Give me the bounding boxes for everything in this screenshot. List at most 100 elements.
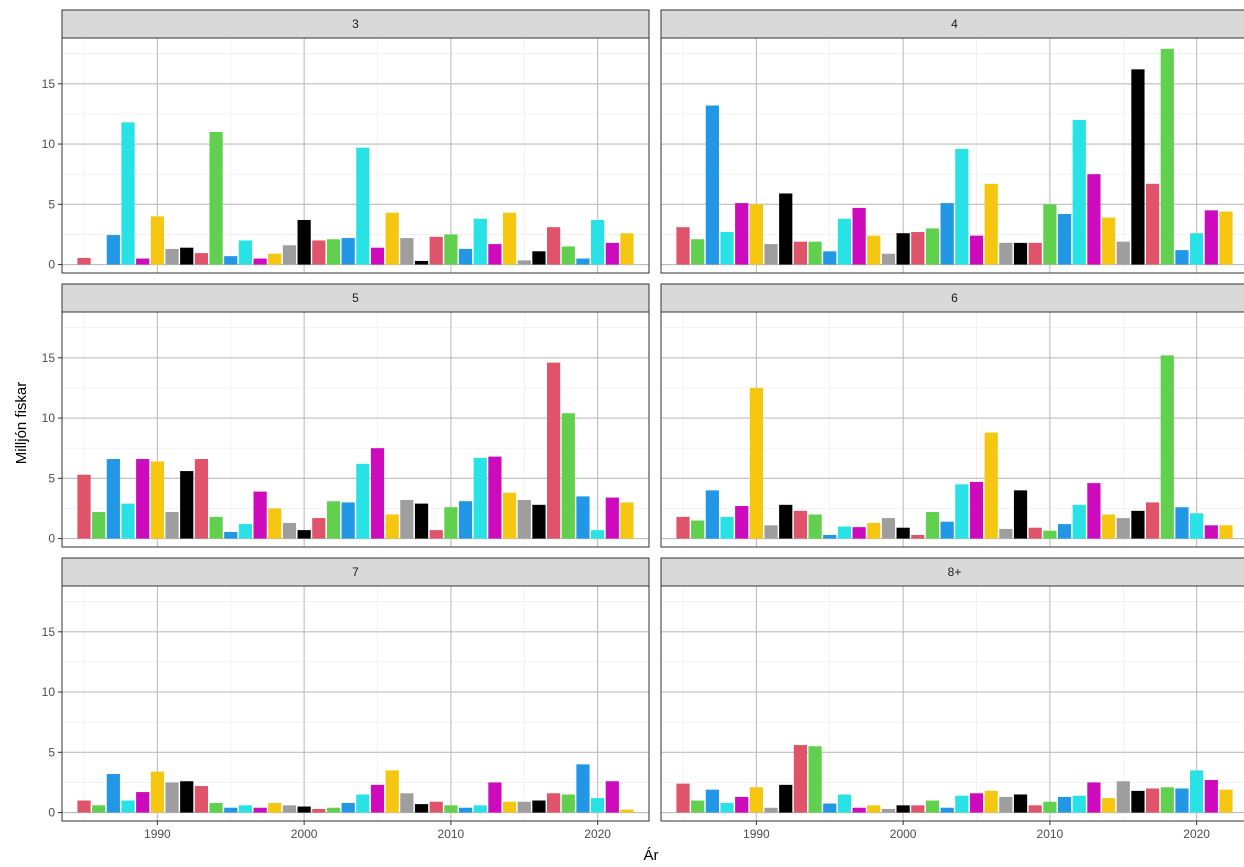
bar <box>136 258 150 265</box>
bar <box>1072 119 1086 265</box>
bar <box>561 413 575 539</box>
bar <box>984 790 998 813</box>
facet-panel-7: 7 0 5 10 15 1990 2000 2010 2020 <box>42 557 650 841</box>
bar <box>764 244 778 265</box>
bar <box>691 520 705 539</box>
bar <box>312 808 326 813</box>
bar <box>620 809 634 813</box>
bar <box>1204 780 1218 813</box>
bar <box>925 512 940 539</box>
y-tick-label: 10 <box>42 411 56 425</box>
facet-label: 4 <box>951 17 958 31</box>
bar <box>414 260 429 265</box>
bar <box>444 805 458 813</box>
bar <box>808 241 822 265</box>
bar <box>1146 788 1160 813</box>
bar <box>77 800 91 813</box>
bar <box>561 246 575 265</box>
bar <box>720 802 734 813</box>
bar <box>764 807 778 813</box>
bar <box>356 794 370 813</box>
y-tick-label: 5 <box>48 745 55 759</box>
bar <box>1219 525 1233 539</box>
bar <box>180 247 194 265</box>
bar <box>224 807 238 813</box>
bar <box>1175 507 1189 539</box>
bar <box>1013 242 1028 265</box>
facet-panel-4: 4 <box>660 9 1244 274</box>
x-tick-label: 2010 <box>438 827 465 841</box>
facet-label: 5 <box>352 291 359 305</box>
bar <box>1175 788 1189 813</box>
bar <box>209 802 223 813</box>
bar <box>576 496 590 539</box>
bar <box>1013 490 1028 539</box>
facet-panel-8+: 8+ 1990 2000 2010 2020 <box>660 557 1244 841</box>
bar <box>106 459 120 539</box>
bar <box>165 782 179 813</box>
x-tick-label: 1990 <box>144 827 171 841</box>
facet-panel-5: 5 0 5 10 15 <box>42 283 650 548</box>
bar <box>532 504 546 539</box>
x-tick-label: 1990 <box>743 827 770 841</box>
bar <box>823 534 837 539</box>
bar <box>984 432 998 539</box>
bar <box>823 803 837 813</box>
facet-panel-3: 3 0 5 10 15 <box>42 9 650 274</box>
bar <box>881 808 896 813</box>
facet-label: 7 <box>352 565 359 579</box>
bar <box>341 238 355 265</box>
bar <box>517 801 531 813</box>
bar <box>867 235 881 265</box>
bar <box>1057 213 1072 265</box>
bar <box>1131 510 1145 539</box>
bar <box>705 789 719 813</box>
bar <box>896 233 910 265</box>
bar <box>705 490 719 539</box>
bar <box>429 530 443 539</box>
bar <box>911 232 925 265</box>
bar <box>925 800 940 813</box>
bar <box>268 253 282 265</box>
bar <box>385 514 399 539</box>
bar <box>1057 796 1072 813</box>
y-tick-label: 0 <box>48 532 55 546</box>
bar <box>370 448 385 539</box>
facet-label: 3 <box>352 17 359 31</box>
bar <box>356 147 370 265</box>
bar <box>1219 211 1233 265</box>
bar <box>414 503 429 539</box>
bar <box>370 247 385 265</box>
bar <box>400 500 414 539</box>
bar <box>473 218 487 265</box>
bar <box>136 792 150 813</box>
bar <box>1160 787 1174 813</box>
bar <box>561 794 575 813</box>
plot-background <box>62 38 649 273</box>
bar <box>517 500 531 539</box>
bar <box>576 764 590 813</box>
bar <box>720 232 734 265</box>
bar <box>532 251 546 265</box>
bar <box>326 501 341 539</box>
bar <box>547 793 561 813</box>
bar <box>852 207 866 265</box>
plot-background <box>62 586 649 821</box>
bar <box>720 516 734 539</box>
bar <box>268 508 282 539</box>
bar <box>837 218 852 265</box>
bar <box>224 531 238 539</box>
bar <box>808 514 822 539</box>
bar <box>414 804 429 813</box>
bar <box>194 253 209 265</box>
bar <box>1043 530 1057 539</box>
bar <box>823 251 837 265</box>
bar <box>326 807 341 813</box>
bar <box>1101 514 1116 539</box>
bar <box>547 227 561 265</box>
bar <box>779 504 793 539</box>
bar <box>940 807 954 813</box>
bar <box>852 807 866 813</box>
bar <box>92 805 106 813</box>
